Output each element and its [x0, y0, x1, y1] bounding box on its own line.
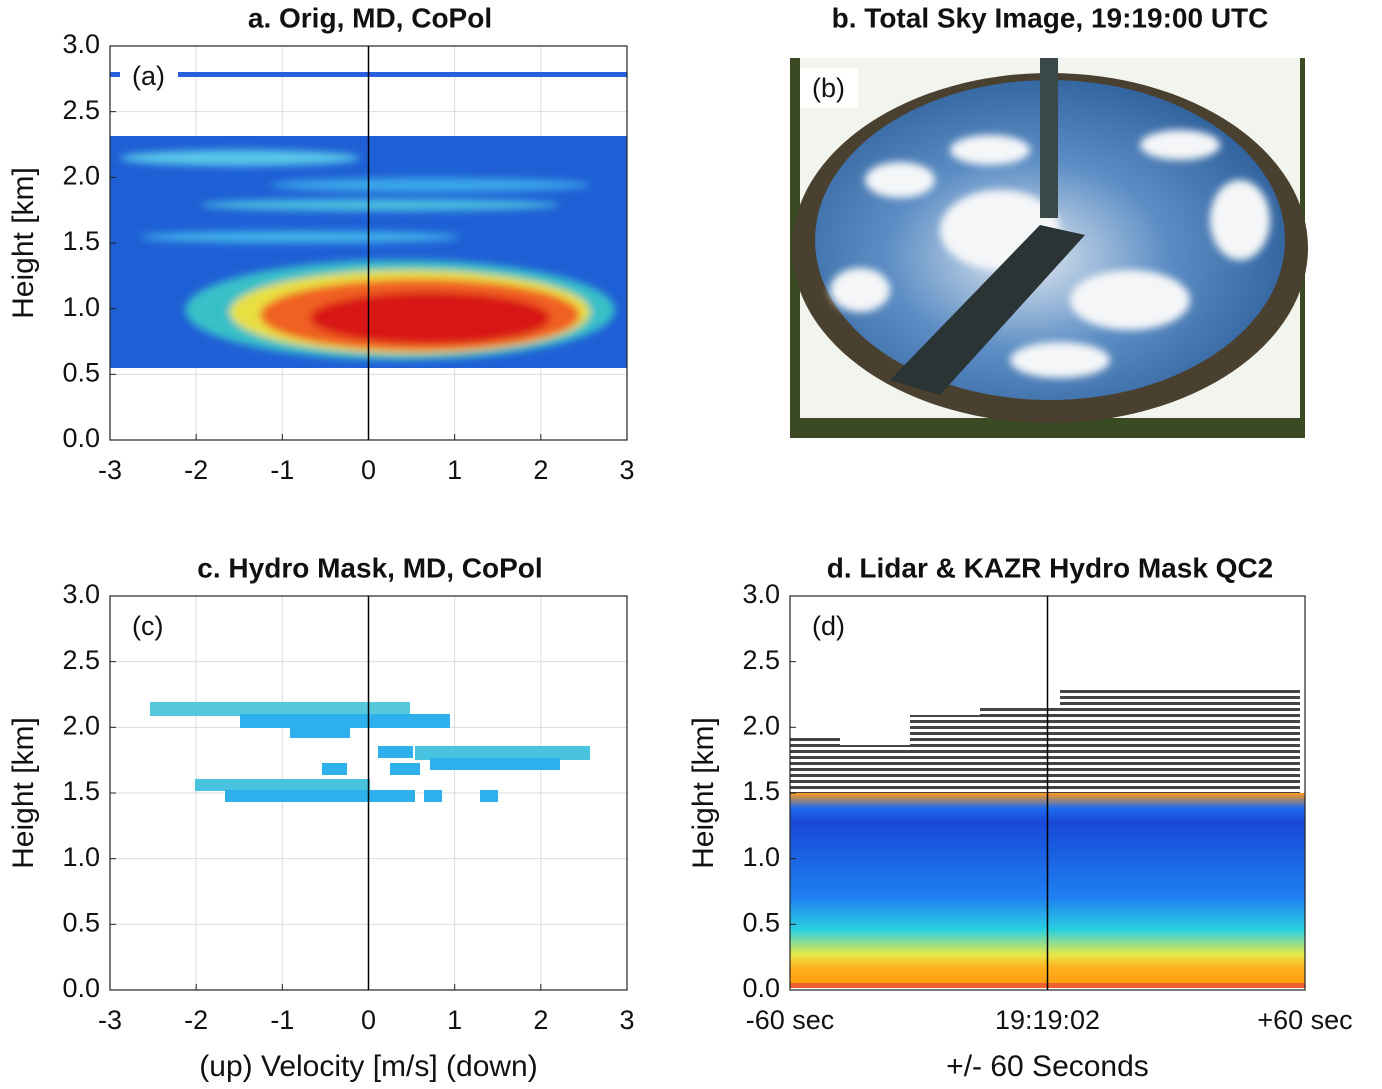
y-tick-label: 0.0 — [62, 423, 100, 453]
x-tick-label: 19:19:02 — [995, 1005, 1100, 1035]
panel-title: c. Hydro Mask, MD, CoPol — [197, 552, 542, 583]
panel-title: a. Orig, MD, CoPol — [248, 2, 492, 33]
x-tick-label: 2 — [533, 1005, 548, 1035]
y-tick-label: 2.5 — [62, 95, 100, 125]
y-tick-label: 0.5 — [62, 907, 100, 937]
y-axis-label: Height [km] — [7, 167, 40, 319]
panel-annotation: (c) — [132, 611, 163, 641]
annotation-box — [800, 68, 858, 108]
y-tick-label: 2.0 — [62, 160, 100, 190]
x-tick-label: -2 — [184, 1005, 208, 1035]
x-tick-label: 3 — [619, 455, 634, 485]
y-tick-label: 2.0 — [62, 710, 100, 740]
x-tick-label: -60 sec — [746, 1005, 835, 1035]
y-tick-label: 2.5 — [62, 645, 100, 675]
x-tick-label: 0 — [361, 1005, 376, 1035]
y-tick-label: 0.5 — [742, 907, 780, 937]
x-tick-label: 2 — [533, 455, 548, 485]
panel-annotation: (a) — [132, 61, 165, 91]
y-tick-label: 3.0 — [742, 579, 780, 609]
x-tick-label: -1 — [270, 455, 294, 485]
x-tick-label: -3 — [98, 455, 122, 485]
y-tick-label: 2.0 — [742, 710, 780, 740]
mask-image-c — [150, 702, 590, 802]
y-tick-label: 1.0 — [62, 842, 100, 872]
sky-photo — [790, 58, 1308, 438]
y-tick-label: 0.5 — [62, 357, 100, 387]
x-tick-label: +60 sec — [1257, 1005, 1352, 1035]
x-tick-label: 1 — [447, 1005, 462, 1035]
y-tick-label: 1.0 — [742, 842, 780, 872]
x-axis-label: (up) Velocity [m/s] (down) — [199, 1050, 537, 1083]
y-tick-label: 1.5 — [742, 776, 780, 806]
y-axis-label: Height [km] — [7, 717, 40, 869]
y-tick-label: 3.0 — [62, 29, 100, 59]
y-tick-label: 2.5 — [742, 645, 780, 675]
x-tick-label: -3 — [98, 1005, 122, 1035]
axes-layer: 0.0 0.5 1.0 1.5 2.0 2.5 3.0 -3 -2 -1 0 1 2 3 Height [k… — [7, 2, 1353, 1083]
panel-annotation: (b) — [812, 73, 845, 103]
panel-annotation: (d) — [812, 611, 845, 641]
annotation-box — [120, 56, 178, 96]
y-tick-label: 1.0 — [62, 292, 100, 322]
y-tick-label: 0.0 — [742, 973, 780, 1003]
x-axis-label: +/- 60 Seconds — [946, 1050, 1149, 1083]
y-tick-label: 0.0 — [62, 973, 100, 1003]
panel-title: d. Lidar & KAZR Hydro Mask QC2 — [827, 552, 1274, 583]
x-tick-label: 1 — [447, 455, 462, 485]
x-tick-label: 0 — [361, 455, 376, 485]
y-axis-label: Height [km] — [687, 717, 720, 869]
x-tick-label: 3 — [619, 1005, 634, 1035]
x-tick-label: -2 — [184, 455, 208, 485]
x-tick-label: -1 — [270, 1005, 294, 1035]
panel-title: b. Total Sky Image, 19:19:00 UTC — [832, 2, 1269, 33]
y-tick-label: 1.5 — [62, 226, 100, 256]
y-tick-label: 3.0 — [62, 579, 100, 609]
y-tick-label: 1.5 — [62, 776, 100, 806]
